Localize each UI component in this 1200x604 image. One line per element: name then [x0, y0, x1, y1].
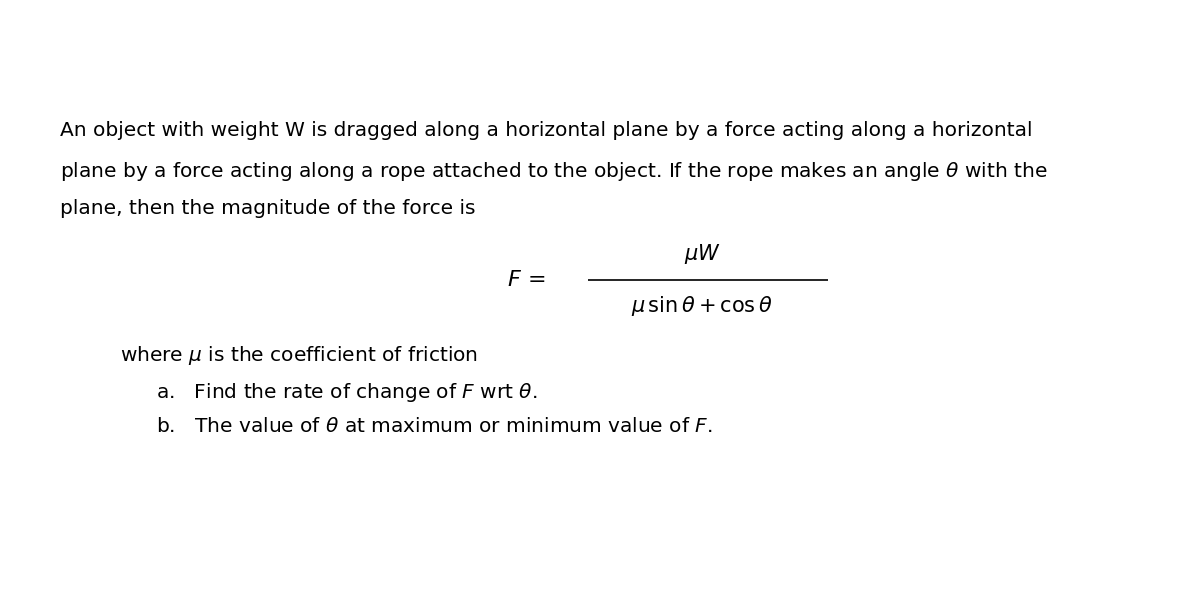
Text: where $\mu$ is the coefficient of friction: where $\mu$ is the coefficient of fricti…	[120, 344, 478, 367]
Text: a.   Find the rate of change of $F$ wrt $\theta$.: a. Find the rate of change of $F$ wrt $\…	[156, 381, 538, 403]
Text: plane by a force acting along a rope attached to the object. If the rope makes a: plane by a force acting along a rope att…	[60, 160, 1048, 183]
Text: $\mu\,\sin\theta + \cos\theta$: $\mu\,\sin\theta + \cos\theta$	[631, 294, 773, 318]
Text: $\mu W$: $\mu W$	[684, 242, 720, 266]
Text: An object with weight W is dragged along a horizontal plane by a force acting al: An object with weight W is dragged along…	[60, 121, 1032, 140]
Text: $F\, =$: $F\, =$	[508, 269, 546, 290]
Text: plane, then the magnitude of the force is: plane, then the magnitude of the force i…	[60, 199, 475, 218]
Text: b.   The value of $\theta$ at maximum or minimum value of $F$.: b. The value of $\theta$ at maximum or m…	[156, 417, 713, 435]
